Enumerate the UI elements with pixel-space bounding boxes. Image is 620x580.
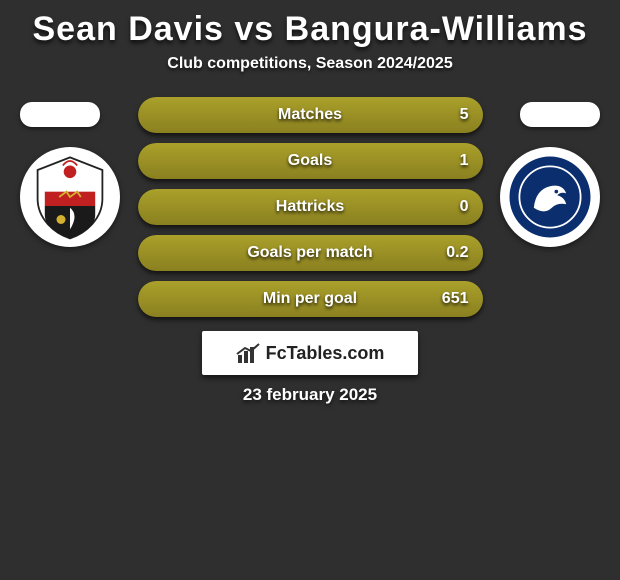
stat-label: Hattricks	[276, 198, 344, 216]
brand-badge[interactable]: FcTables.com	[202, 331, 418, 375]
stats-list: Matches 5 Goals 1 Hattricks 0 Goals per …	[138, 97, 483, 317]
stat-row: Hattricks 0	[138, 189, 483, 225]
chart-icon	[236, 343, 260, 363]
stat-row: Min per goal 651	[138, 281, 483, 317]
subtitle: Club competitions, Season 2024/2025	[0, 55, 620, 73]
stat-label: Goals per match	[247, 244, 372, 262]
stat-value: 0.2	[446, 244, 468, 262]
page-title: Sean Davis vs Bangura-Williams	[0, 10, 620, 49]
stat-row: Matches 5	[138, 97, 483, 133]
player-left-name-pill	[20, 102, 100, 127]
stat-row: Goals 1	[138, 143, 483, 179]
stat-label: Goals	[288, 152, 332, 170]
stat-label: Min per goal	[263, 290, 357, 308]
stat-value: 5	[460, 106, 469, 124]
stat-label: Matches	[278, 106, 342, 124]
stat-value: 0	[460, 198, 469, 216]
comparison-area: Matches 5 Goals 1 Hattricks 0 Goals per …	[0, 97, 620, 405]
player-right-name-pill	[520, 102, 600, 127]
brand-text: FcTables.com	[266, 343, 385, 364]
millwall-crest-icon	[505, 152, 595, 242]
date-line: 23 february 2025	[0, 385, 620, 405]
stat-value: 651	[442, 290, 469, 308]
stat-value: 1	[460, 152, 469, 170]
club-logo-left	[20, 147, 120, 247]
bristol-city-crest-icon	[25, 152, 115, 242]
club-logo-right	[500, 147, 600, 247]
stat-row: Goals per match 0.2	[138, 235, 483, 271]
